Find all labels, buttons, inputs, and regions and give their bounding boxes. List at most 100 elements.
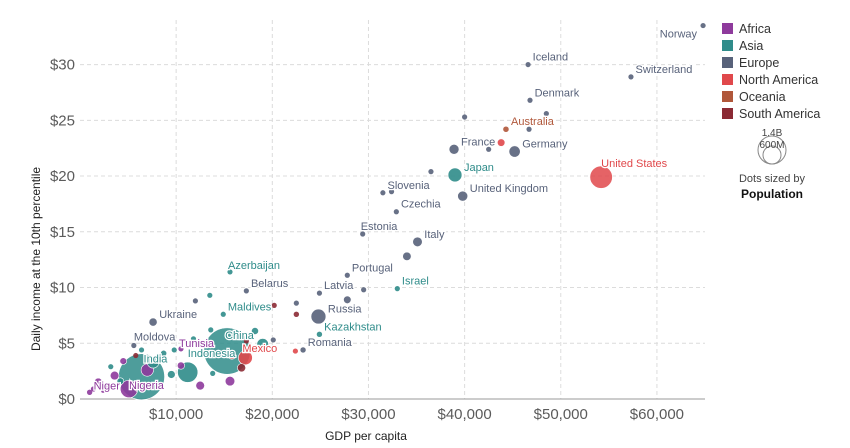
y-tick-label: $5 bbox=[58, 335, 75, 352]
legend-item-oceania[interactable]: Oceania bbox=[722, 88, 820, 105]
data-point-portugal bbox=[344, 272, 350, 278]
data-point-estonia bbox=[360, 231, 366, 237]
country-label: Moldova bbox=[134, 331, 176, 343]
country-label: Azerbaijan bbox=[228, 260, 280, 272]
data-point bbox=[270, 337, 276, 343]
data-point-tunisia bbox=[178, 346, 184, 352]
data-point bbox=[190, 336, 197, 342]
data-point-azerbaijan bbox=[227, 269, 233, 275]
y-tick-label: $0 bbox=[58, 391, 75, 408]
legend-swatch bbox=[722, 108, 733, 119]
data-point-russia bbox=[310, 308, 327, 325]
size-legend-circles: 1.4B 600M bbox=[757, 128, 787, 165]
data-point-united-states bbox=[589, 165, 613, 189]
legend-swatch bbox=[722, 23, 733, 34]
data-point-denmark bbox=[527, 97, 533, 103]
data-point-romania bbox=[300, 347, 306, 353]
x-tick-label: $20,000 bbox=[245, 406, 299, 423]
country-label: Mexico bbox=[242, 343, 277, 355]
country-label: Israel bbox=[402, 276, 429, 288]
data-point bbox=[243, 338, 249, 344]
data-point bbox=[116, 377, 125, 385]
data-point-nigeria bbox=[119, 379, 139, 399]
data-point bbox=[207, 292, 213, 298]
data-point bbox=[90, 386, 97, 392]
data-point-germany bbox=[508, 145, 521, 158]
legend-item-asia[interactable]: Asia bbox=[722, 37, 820, 54]
data-point-israel bbox=[394, 286, 400, 292]
country-label: Belarus bbox=[251, 278, 289, 290]
country-label: Russia bbox=[328, 304, 363, 316]
data-point-italy bbox=[412, 236, 423, 247]
data-point bbox=[402, 251, 412, 261]
legend-label: Asia bbox=[739, 38, 764, 53]
data-point bbox=[293, 300, 299, 306]
y-tick-label: $15 bbox=[50, 224, 75, 241]
country-label: Italy bbox=[424, 229, 445, 241]
y-tick-label: $20 bbox=[50, 168, 75, 185]
data-point bbox=[271, 302, 277, 308]
data-point-niger bbox=[86, 389, 93, 396]
data-point bbox=[292, 348, 298, 354]
country-label: Czechia bbox=[401, 199, 442, 211]
data-point bbox=[526, 126, 532, 132]
x-axis-ticks: $10,000 $20,000 $30,000 $40,000 $50,000 $60,0… bbox=[149, 406, 684, 423]
data-point bbox=[462, 114, 468, 120]
country-label: Latvia bbox=[324, 280, 354, 292]
legend-item-africa[interactable]: Africa bbox=[722, 20, 820, 37]
data-point bbox=[171, 347, 177, 353]
data-point bbox=[208, 327, 214, 333]
size-legend-small-label: 600M bbox=[759, 140, 784, 151]
data-point-slovenia bbox=[380, 190, 386, 196]
legend-item-south-america[interactable]: South America bbox=[722, 105, 820, 122]
country-label: Nigeria bbox=[129, 380, 165, 392]
country-label: Portugal bbox=[352, 262, 393, 274]
country-label: Niger bbox=[94, 380, 121, 392]
x-tick-label: $40,000 bbox=[437, 406, 491, 423]
legend-item-north-america[interactable]: North America bbox=[722, 71, 820, 88]
data-point bbox=[195, 380, 205, 391]
data-point bbox=[119, 357, 127, 365]
country-label: France bbox=[461, 136, 495, 148]
data-point bbox=[343, 295, 352, 304]
data-point-france bbox=[448, 144, 460, 155]
y-tick-label: $10 bbox=[50, 280, 75, 297]
country-label: Norway bbox=[660, 29, 698, 41]
size-legend-note: Dots sized by bbox=[738, 173, 806, 185]
data-point bbox=[497, 138, 506, 147]
country-label: Ukraine bbox=[159, 309, 197, 321]
legend-label: South America bbox=[739, 106, 821, 121]
country-label: India bbox=[144, 354, 169, 366]
size-legend-large-label: 1.4B bbox=[762, 128, 783, 139]
data-point bbox=[224, 376, 236, 387]
y-tick-label: $25 bbox=[50, 112, 75, 129]
data-point bbox=[486, 146, 492, 152]
country-label: Maldives bbox=[228, 301, 272, 313]
data-point-iceland bbox=[525, 61, 531, 68]
x-tick-label: $50,000 bbox=[534, 406, 588, 423]
data-point-norway bbox=[700, 22, 706, 29]
data-point bbox=[210, 370, 216, 376]
size-legend-variable: Population bbox=[741, 187, 803, 201]
data-point-latvia bbox=[316, 290, 323, 296]
data-point bbox=[251, 327, 259, 335]
data-point bbox=[361, 287, 367, 293]
legend-swatch bbox=[722, 57, 733, 68]
legend-label: Oceania bbox=[739, 89, 786, 104]
data-point bbox=[93, 377, 103, 387]
data-point-moldova bbox=[131, 342, 137, 349]
data-point bbox=[543, 111, 549, 117]
data-point bbox=[388, 189, 395, 195]
data-point-china bbox=[203, 327, 251, 375]
y-axis-ticks: $0 $5 $10 $15 $20 $25 $30 bbox=[50, 57, 75, 408]
x-tick-label: $10,000 bbox=[149, 406, 203, 423]
legend-label: Europe bbox=[739, 55, 780, 70]
data-point bbox=[176, 361, 185, 370]
legend-swatch bbox=[722, 91, 733, 102]
legend-item-europe[interactable]: Europe bbox=[722, 54, 820, 71]
data-point bbox=[102, 382, 110, 390]
data-point bbox=[256, 338, 269, 351]
x-tick-label: $60,000 bbox=[630, 406, 684, 423]
data-point bbox=[237, 363, 246, 373]
